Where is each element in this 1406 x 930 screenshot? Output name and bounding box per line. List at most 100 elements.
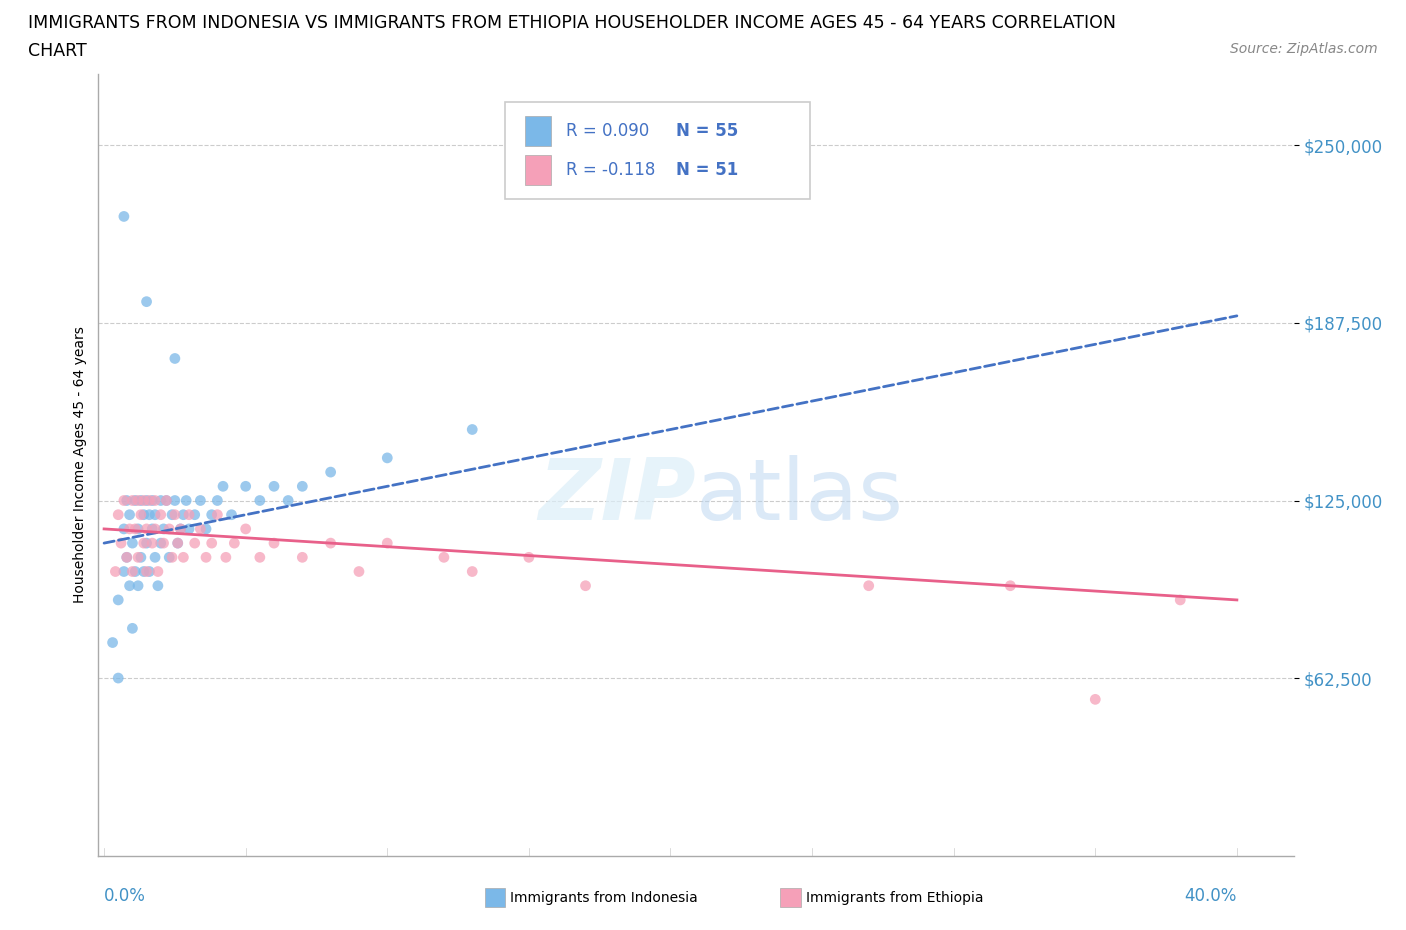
Point [124,522,146,537]
Point [127,493,149,508]
Point [127,522,149,537]
Point [190,522,212,537]
Point [112,209,135,224]
Point [215,550,238,565]
Point [129,550,152,565]
Point [461,565,484,579]
Text: N = 55: N = 55 [676,122,738,140]
Point [277,493,299,508]
Point [127,550,149,565]
Point [115,493,138,508]
Point [183,507,205,522]
Point [135,493,157,508]
Point [291,479,314,494]
Point [149,507,172,522]
Point [224,536,246,551]
Point [207,507,229,522]
Point [201,507,224,522]
Point [143,522,166,537]
Point [1000,578,1022,593]
Point [149,493,172,508]
Point [319,465,342,480]
Point [149,536,172,551]
Point [138,507,160,522]
Point [574,578,596,593]
Point [104,565,127,579]
Point [263,536,285,551]
Point [129,507,152,522]
Text: 0.0%: 0.0% [104,887,146,905]
Text: Source: ZipAtlas.com: Source: ZipAtlas.com [1230,42,1378,56]
Point [166,536,188,551]
Point [174,493,197,508]
FancyBboxPatch shape [524,155,551,185]
Point [143,550,166,565]
Point [319,536,342,551]
Point [146,565,169,579]
Text: atlas: atlas [696,455,904,538]
Point [157,522,180,537]
Point [163,493,186,508]
Text: R = 0.090: R = 0.090 [565,122,650,140]
Point [177,522,200,537]
Point [166,536,188,551]
Point [152,522,174,537]
Point [121,565,143,579]
Y-axis label: Householder Income Ages 45 - 64 years: Householder Income Ages 45 - 64 years [73,326,87,604]
Text: IMMIGRANTS FROM INDONESIA VS IMMIGRANTS FROM ETHIOPIA HOUSEHOLDER INCOME AGES 45: IMMIGRANTS FROM INDONESIA VS IMMIGRANTS … [28,14,1116,32]
Point [146,578,169,593]
Point [118,507,141,522]
Point [107,592,129,607]
Point [135,565,157,579]
Point [152,536,174,551]
Point [1168,592,1191,607]
Point [141,522,163,537]
Point [291,550,314,565]
Text: 40.0%: 40.0% [1184,887,1237,905]
Point [160,507,183,522]
Point [107,507,129,522]
Point [163,507,186,522]
Point [1084,692,1107,707]
Point [110,536,132,551]
Point [141,536,163,551]
Point [138,493,160,508]
Text: Immigrants from Indonesia: Immigrants from Indonesia [510,891,699,906]
Point [135,294,157,309]
Point [221,507,243,522]
Point [433,550,456,565]
Text: Immigrants from Ethiopia: Immigrants from Ethiopia [806,891,983,906]
Point [129,493,152,508]
Point [121,493,143,508]
Point [163,351,186,365]
Point [177,507,200,522]
Point [132,565,155,579]
Text: ZIP: ZIP [538,455,696,538]
Point [121,536,143,551]
Point [121,621,143,636]
Point [172,507,194,522]
Point [124,565,146,579]
Point [195,522,218,537]
Point [118,578,141,593]
Text: R = -0.118: R = -0.118 [565,161,655,179]
Point [132,493,155,508]
Point [517,550,540,565]
Point [135,536,157,551]
Point [138,565,160,579]
Point [169,522,191,537]
Point [155,493,177,508]
Point [375,450,398,465]
Point [212,479,235,494]
Point [461,422,484,437]
Point [101,635,124,650]
Point [347,565,370,579]
Point [143,493,166,508]
Point [249,550,271,565]
Point [201,536,224,551]
Point [207,493,229,508]
Point [132,507,155,522]
Point [235,479,257,494]
Point [141,493,163,508]
Point [107,671,129,685]
